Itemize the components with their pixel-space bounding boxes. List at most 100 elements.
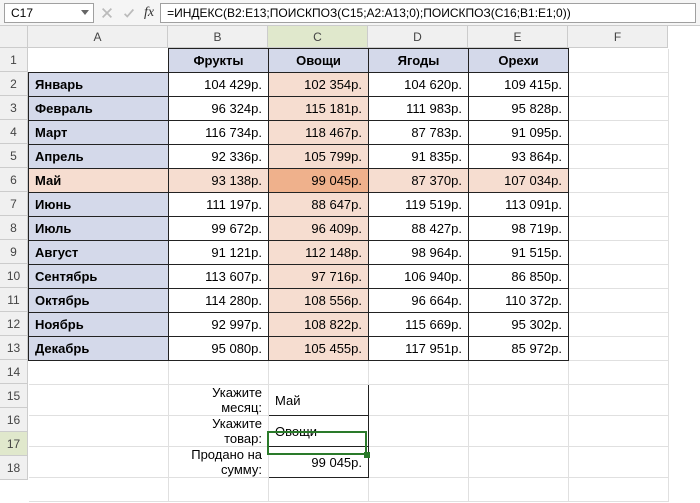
cell-C18[interactable] bbox=[269, 478, 369, 502]
cell-E10[interactable]: 86 850р. bbox=[469, 265, 569, 289]
cell-F4[interactable] bbox=[569, 121, 669, 145]
cell-F6[interactable] bbox=[569, 169, 669, 193]
cell-C15[interactable]: Май bbox=[269, 385, 369, 416]
cell-E2[interactable]: 109 415р. bbox=[469, 73, 569, 97]
name-box-dropdown-icon[interactable] bbox=[81, 10, 89, 15]
cell-A7[interactable]: Июнь bbox=[29, 193, 169, 217]
cell-C16[interactable]: Овощи bbox=[269, 416, 369, 447]
row-header-4[interactable]: 4 bbox=[0, 120, 28, 144]
cell-D6[interactable]: 87 370р. bbox=[369, 169, 469, 193]
cell-B3[interactable]: 96 324р. bbox=[169, 97, 269, 121]
cell-B15[interactable]: Укажите месяц: bbox=[169, 385, 269, 416]
cell-A1[interactable] bbox=[29, 49, 169, 73]
cell-C7[interactable]: 88 647р. bbox=[269, 193, 369, 217]
select-all-corner[interactable] bbox=[0, 26, 28, 48]
cell-C4[interactable]: 118 467р. bbox=[269, 121, 369, 145]
cell-F3[interactable] bbox=[569, 97, 669, 121]
cell-A5[interactable]: Апрель bbox=[29, 145, 169, 169]
cell-C6[interactable]: 99 045р. bbox=[269, 169, 369, 193]
cell-F1[interactable] bbox=[569, 49, 669, 73]
cell-E6[interactable]: 107 034р. bbox=[469, 169, 569, 193]
cell-B13[interactable]: 95 080р. bbox=[169, 337, 269, 361]
column-header-F[interactable]: F bbox=[568, 26, 668, 48]
cell-F8[interactable] bbox=[569, 217, 669, 241]
cell-F11[interactable] bbox=[569, 289, 669, 313]
row-header-11[interactable]: 11 bbox=[0, 288, 28, 312]
cell-F17[interactable] bbox=[569, 447, 669, 478]
cell-C1[interactable]: Овощи bbox=[269, 49, 369, 73]
cell-E3[interactable]: 95 828р. bbox=[469, 97, 569, 121]
cell-B6[interactable]: 93 138р. bbox=[169, 169, 269, 193]
column-header-A[interactable]: A bbox=[28, 26, 168, 48]
cell-E1[interactable]: Орехи bbox=[469, 49, 569, 73]
cell-B2[interactable]: 104 429р. bbox=[169, 73, 269, 97]
cell-B7[interactable]: 111 197р. bbox=[169, 193, 269, 217]
cell-B16[interactable]: Укажите товар: bbox=[169, 416, 269, 447]
cell-F7[interactable] bbox=[569, 193, 669, 217]
column-header-C[interactable]: C bbox=[268, 26, 368, 48]
cell-D18[interactable] bbox=[369, 478, 469, 502]
cell-C3[interactable]: 115 181р. bbox=[269, 97, 369, 121]
cell-D9[interactable]: 98 964р. bbox=[369, 241, 469, 265]
cell-E18[interactable] bbox=[469, 478, 569, 502]
cell-B5[interactable]: 92 336р. bbox=[169, 145, 269, 169]
cell-E4[interactable]: 91 095р. bbox=[469, 121, 569, 145]
row-header-10[interactable]: 10 bbox=[0, 264, 28, 288]
cell-E16[interactable] bbox=[469, 416, 569, 447]
cell-D8[interactable]: 88 427р. bbox=[369, 217, 469, 241]
column-header-E[interactable]: E bbox=[468, 26, 568, 48]
cell-A4[interactable]: Март bbox=[29, 121, 169, 145]
cell-D17[interactable] bbox=[369, 447, 469, 478]
cell-B17[interactable]: Продано на сумму: bbox=[169, 447, 269, 478]
cell-F15[interactable] bbox=[569, 385, 669, 416]
cell-D11[interactable]: 96 664р. bbox=[369, 289, 469, 313]
fx-icon[interactable]: fx bbox=[144, 5, 154, 21]
row-header-12[interactable]: 12 bbox=[0, 312, 28, 336]
cell-D14[interactable] bbox=[369, 361, 469, 385]
cell-C12[interactable]: 108 822р. bbox=[269, 313, 369, 337]
column-header-B[interactable]: B bbox=[168, 26, 268, 48]
cell-B4[interactable]: 116 734р. bbox=[169, 121, 269, 145]
cell-D4[interactable]: 87 783р. bbox=[369, 121, 469, 145]
cell-B10[interactable]: 113 607р. bbox=[169, 265, 269, 289]
row-header-2[interactable]: 2 bbox=[0, 72, 28, 96]
cancel-icon[interactable] bbox=[100, 6, 114, 20]
cell-D10[interactable]: 106 940р. bbox=[369, 265, 469, 289]
cell-E9[interactable]: 91 515р. bbox=[469, 241, 569, 265]
cell-D3[interactable]: 111 983р. bbox=[369, 97, 469, 121]
cell-A18[interactable] bbox=[29, 478, 169, 502]
cell-C9[interactable]: 112 148р. bbox=[269, 241, 369, 265]
cell-C11[interactable]: 108 556р. bbox=[269, 289, 369, 313]
cell-E12[interactable]: 95 302р. bbox=[469, 313, 569, 337]
cell-A12[interactable]: Ноябрь bbox=[29, 313, 169, 337]
cell-B8[interactable]: 99 672р. bbox=[169, 217, 269, 241]
cell-E7[interactable]: 113 091р. bbox=[469, 193, 569, 217]
cell-C5[interactable]: 105 799р. bbox=[269, 145, 369, 169]
cell-F12[interactable] bbox=[569, 313, 669, 337]
cell-E13[interactable]: 85 972р. bbox=[469, 337, 569, 361]
cell-F10[interactable] bbox=[569, 265, 669, 289]
cell-A14[interactable] bbox=[29, 361, 169, 385]
row-header-15[interactable]: 15 bbox=[0, 384, 28, 408]
cell-A13[interactable]: Декабрь bbox=[29, 337, 169, 361]
cell-F5[interactable] bbox=[569, 145, 669, 169]
cell-A9[interactable]: Август bbox=[29, 241, 169, 265]
row-header-9[interactable]: 9 bbox=[0, 240, 28, 264]
column-header-D[interactable]: D bbox=[368, 26, 468, 48]
cell-D7[interactable]: 119 519р. bbox=[369, 193, 469, 217]
cell-F2[interactable] bbox=[569, 73, 669, 97]
row-header-16[interactable]: 16 bbox=[0, 408, 28, 432]
cell-C2[interactable]: 102 354р. bbox=[269, 73, 369, 97]
cell-C14[interactable] bbox=[269, 361, 369, 385]
cell-D15[interactable] bbox=[369, 385, 469, 416]
cell-E11[interactable]: 110 372р. bbox=[469, 289, 569, 313]
cells-area[interactable]: ФруктыОвощиЯгодыОрехиЯнварь104 429р.102 … bbox=[28, 48, 669, 502]
cell-B9[interactable]: 91 121р. bbox=[169, 241, 269, 265]
cell-A8[interactable]: Июль bbox=[29, 217, 169, 241]
cell-E14[interactable] bbox=[469, 361, 569, 385]
cell-D2[interactable]: 104 620р. bbox=[369, 73, 469, 97]
row-header-17[interactable]: 17 bbox=[0, 432, 28, 456]
cell-A3[interactable]: Февраль bbox=[29, 97, 169, 121]
formula-bar[interactable]: =ИНДЕКС(B2:E13;ПОИСКПОЗ(C15;A2:A13;0);ПО… bbox=[160, 3, 696, 23]
cell-A2[interactable]: Январь bbox=[29, 73, 169, 97]
